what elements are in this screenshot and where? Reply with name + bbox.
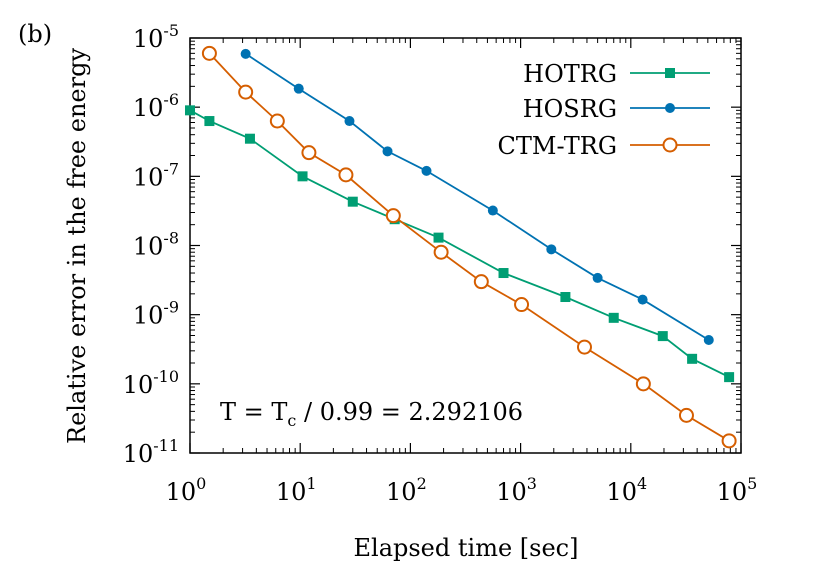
data-point	[204, 116, 215, 127]
legend-marker	[665, 103, 675, 113]
data-point	[703, 335, 714, 346]
x-tick-label: 100	[166, 474, 207, 506]
series-line	[245, 53, 710, 341]
y-tick-label: 10-7	[133, 159, 179, 191]
data-point	[721, 433, 737, 449]
x-tick-label: 103	[496, 474, 537, 506]
data-point	[338, 167, 354, 183]
x-axis-label: Elapsed time [sec]	[354, 534, 579, 562]
series-line	[189, 109, 730, 378]
data-point	[244, 133, 255, 144]
data-point	[297, 171, 308, 182]
annotation-prefix: T = T	[220, 398, 287, 426]
legend-label: CTM-TRG	[498, 132, 617, 160]
legend-marker	[665, 68, 675, 78]
panel-label: (b)	[18, 20, 52, 48]
x-tick-label: 101	[276, 474, 317, 506]
legend-label: HOTRG	[523, 60, 617, 88]
data-point	[269, 113, 285, 129]
data-point	[608, 312, 619, 323]
data-point	[240, 48, 251, 59]
series-hotrg	[185, 105, 735, 383]
y-axis-ticks: 10-11 10-10 10-9 10-8 10-7 10-6 10-5	[123, 21, 741, 468]
data-point	[498, 268, 509, 279]
data-point	[473, 274, 489, 290]
data-point	[347, 196, 358, 207]
x-tick-label: 105	[717, 474, 758, 506]
annotation-suffix: / 0.99 = 2.292106	[296, 398, 523, 426]
data-point	[687, 353, 698, 364]
data-point	[514, 297, 530, 313]
y-tick-label: 10-11	[123, 436, 179, 468]
data-point	[724, 372, 735, 383]
legend-marker	[662, 137, 678, 153]
y-tick-label: 10-8	[133, 229, 179, 261]
x-tick-label: 102	[386, 474, 427, 506]
data-point	[635, 376, 651, 392]
data-point	[637, 294, 648, 305]
series-hosrg	[240, 48, 714, 346]
data-point	[546, 244, 557, 255]
legend-label: HOSRG	[523, 95, 617, 123]
data-point	[382, 146, 393, 157]
data-point	[421, 165, 432, 176]
annotation-subscript: c	[287, 411, 296, 430]
data-point	[433, 232, 444, 243]
data-point	[185, 105, 195, 116]
data-point	[657, 331, 668, 342]
data-point	[560, 292, 571, 303]
series-line	[208, 52, 730, 442]
y-tick-label: 10-10	[123, 367, 179, 399]
data-point	[678, 407, 694, 423]
plot-frame	[189, 37, 742, 454]
data-point	[385, 208, 401, 224]
data-point	[576, 339, 592, 355]
y-tick-label: 10-9	[133, 298, 179, 330]
x-axis-ticks: 100 101 102 103 104 105	[166, 38, 758, 506]
series-ctm-trg	[201, 45, 737, 449]
data-point	[592, 272, 603, 283]
data-point	[201, 45, 217, 61]
data-point	[293, 83, 304, 94]
y-tick-label: 10-6	[133, 90, 179, 122]
x-tick-label: 104	[606, 474, 647, 506]
temperature-annotation: T = Tc / 0.99 = 2.292106	[220, 398, 523, 430]
series-layer	[185, 45, 737, 449]
y-tick-label: 10-5	[133, 21, 179, 53]
data-point	[238, 84, 254, 100]
y-axis-label: Relative error in the free energy	[63, 48, 91, 444]
data-point	[433, 244, 449, 260]
data-point	[301, 145, 317, 161]
legend: HOTRG HOSRG CTM-TRG	[498, 60, 710, 160]
data-point	[487, 205, 498, 216]
data-point	[344, 116, 355, 127]
